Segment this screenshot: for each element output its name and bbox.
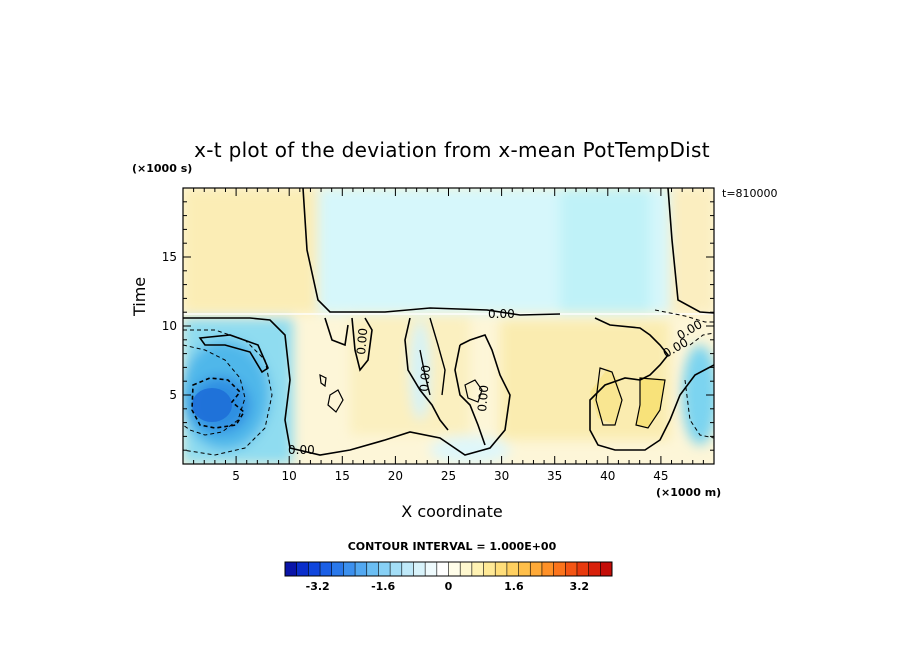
colorbar-tick-label: -1.6 <box>371 580 395 593</box>
colorbar-tick-label: -3.2 <box>306 580 330 593</box>
x-tick-label: 35 <box>547 469 562 483</box>
colorbar-cell <box>401 562 414 576</box>
colorbar-cell <box>471 562 484 576</box>
y-tick-label: 10 <box>162 319 177 333</box>
colorbar-cell <box>553 562 566 576</box>
x-tick-label: 30 <box>494 469 509 483</box>
colorbar-cell <box>518 562 531 576</box>
colorbar-cell <box>378 562 391 576</box>
colorbar-cell <box>308 562 321 576</box>
colorbar-cell <box>448 562 461 576</box>
colorbar-cell <box>331 562 344 576</box>
colorbar-cell <box>588 562 601 576</box>
contour-interval-label: CONTOUR INTERVAL = 1.000E+00 <box>347 540 557 553</box>
contour-label: 0.00 <box>288 443 315 457</box>
x-tick-label: 20 <box>388 469 403 483</box>
colorbar-tick-label: 0 <box>445 580 453 593</box>
colorbar-cell <box>565 562 578 576</box>
colorbar-cell <box>285 562 297 576</box>
contour-lines <box>183 188 714 456</box>
x-tick-label: 5 <box>232 469 240 483</box>
x-tick-label: 25 <box>441 469 456 483</box>
time-stamp: t=810000 <box>722 187 778 200</box>
x-tick-label: 10 <box>282 469 297 483</box>
colorbar-tick-label: 1.6 <box>504 580 524 593</box>
colorbar-cell <box>495 562 508 576</box>
colorbar-cell <box>425 562 438 576</box>
y-axis-label: Time <box>130 276 149 316</box>
contour-label: 0.00 <box>417 364 433 392</box>
colorbar-frame <box>284 561 613 577</box>
y-tick-label: 5 <box>169 388 177 402</box>
contour-label: 0.00 <box>475 384 491 412</box>
y-axis-ticks: 5 10 15 <box>162 187 714 465</box>
colorbar-cell <box>506 562 519 576</box>
colorbar-cell <box>413 562 426 576</box>
x-tick-label: 40 <box>600 469 615 483</box>
colorbar-cell <box>600 562 613 576</box>
colorbar-cell <box>576 562 589 576</box>
colorbar-cell <box>320 562 333 576</box>
chart-title: x-t plot of the deviation from x-mean Po… <box>194 138 710 162</box>
colorbar-cell <box>390 562 403 576</box>
x-tick-label: 15 <box>335 469 350 483</box>
y-axis-unit: (×1000 s) <box>132 162 193 175</box>
x-axis-unit: (×1000 m) <box>656 486 722 499</box>
colorbar-cell <box>541 562 554 576</box>
colorbar-cell <box>483 562 496 576</box>
contour-label: 0.00 <box>354 327 370 355</box>
colorbar-tick-label: 3.2 <box>570 580 590 593</box>
colorbar-cell <box>343 562 356 576</box>
colorbar-cell <box>366 562 379 576</box>
colorbar-cell <box>355 562 368 576</box>
x-tick-label: 45 <box>653 469 668 483</box>
x-axis-ticks: 5 10 15 20 25 30 35 40 45 <box>182 188 715 483</box>
y-tick-label: 15 <box>162 250 177 264</box>
colorbar-cell <box>530 562 543 576</box>
heatmap-field <box>183 188 714 464</box>
colorbar-cell <box>436 562 449 576</box>
colorbar: -3.2 -1.6 0 1.6 3.2 <box>284 561 613 593</box>
colorbar-cell <box>296 562 309 576</box>
contour-label: 0.00 <box>488 307 515 321</box>
colorbar-cell <box>460 562 473 576</box>
x-axis-label: X coordinate <box>401 502 503 521</box>
